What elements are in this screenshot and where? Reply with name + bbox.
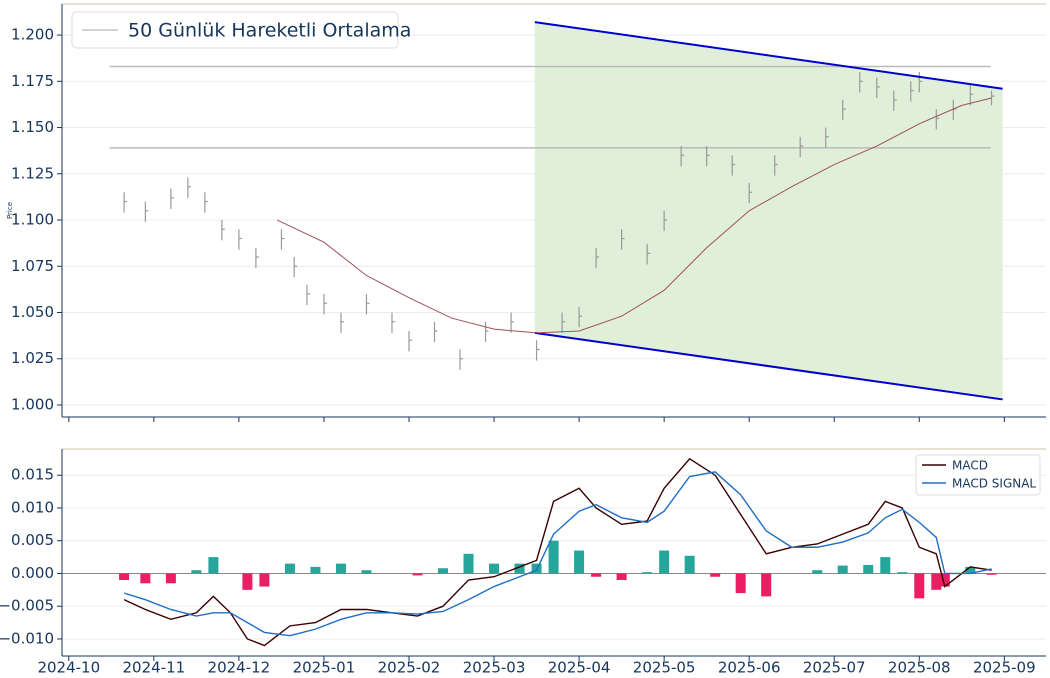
y-tick-label: 1.125 [11,164,54,182]
y-tick-label: −0.005 [0,597,54,615]
y-tick-label: 1.000 [11,395,54,413]
histogram-bar [191,570,202,574]
histogram-bar [735,573,746,594]
histogram-bar [463,553,474,574]
histogram-bar [710,573,721,577]
histogram-bar [939,573,950,587]
y-tick-label: 1.050 [11,303,54,321]
y-tick-label: −0.010 [0,629,54,647]
legend-label: MACD SIGNAL [952,477,1036,491]
y-tick-label: 1.025 [11,349,54,367]
histogram-bar [119,573,130,581]
histogram-bar [259,573,270,587]
histogram-bar [165,573,176,584]
histogram-bar [897,572,908,574]
legend-box [915,454,1041,496]
histogram-bar [548,540,559,574]
histogram-bar [514,563,525,574]
histogram-bar [616,573,627,581]
histogram-bar [412,573,423,576]
moving-average [276,97,992,334]
histogram-bar [284,563,295,574]
x-tick-label: 2025-09 [973,659,1036,677]
x-tick-label: 2025-02 [378,659,441,677]
y-tick-label: 0.010 [11,498,54,516]
histogram-bar [140,573,151,584]
histogram-bar [591,573,602,577]
x-tick-label: 2025-03 [463,659,526,677]
macd-line [123,457,992,647]
histogram-bar [812,570,823,574]
histogram-bar [489,563,500,574]
x-tick-label: 2025-08 [888,659,951,677]
histogram-bar [863,564,874,574]
histogram-bar [761,573,772,597]
histogram-bar [310,566,321,574]
y-tick-label: 0.000 [11,564,54,582]
histogram-bar [914,573,925,599]
y-tick-label: 1.200 [11,26,54,44]
x-tick-label: 2025-01 [293,659,356,677]
channel-line [534,331,1003,401]
x-tick-label: 2024-11 [123,659,186,677]
x-tick-label: 2024-10 [37,659,100,677]
histogram-bar [208,557,219,574]
histogram-bar [574,550,585,574]
histogram-bar [335,563,346,574]
x-tick-label: 2025-05 [633,659,696,677]
y-tick-label: 1.075 [11,257,54,275]
x-tick-label: 2024-12 [208,659,271,677]
channel-line [534,21,1003,90]
histogram-bar [837,565,848,574]
y-tick-label: 1.100 [11,211,54,229]
histogram-bar [642,572,653,574]
histogram-bar [931,573,942,590]
y-tick-label: 1.175 [11,72,54,90]
histogram-bar [684,555,695,574]
legend-box [71,11,399,49]
y-tick-label: 0.005 [11,531,54,549]
histogram-bar [242,573,253,590]
histogram-bar [986,573,997,575]
y-tick-label: 0.015 [11,466,54,484]
channel-area [534,22,1003,400]
x-tick-label: 2025-07 [803,659,866,677]
histogram-bar [965,566,976,574]
y-tick-label: 1.150 [11,118,54,136]
histogram-bar [361,570,372,574]
histogram-bar [438,568,449,574]
x-tick-label: 2025-04 [548,659,611,677]
macd-line [123,471,992,637]
legend-label: 50 Günlük Hareketli Ortalama [128,20,411,42]
histogram-bar [880,557,891,574]
x-tick-label: 2025-06 [718,659,781,677]
y-axis-label: Price [6,202,14,219]
histogram-bar [659,550,670,574]
legend-label: MACD [952,459,988,473]
